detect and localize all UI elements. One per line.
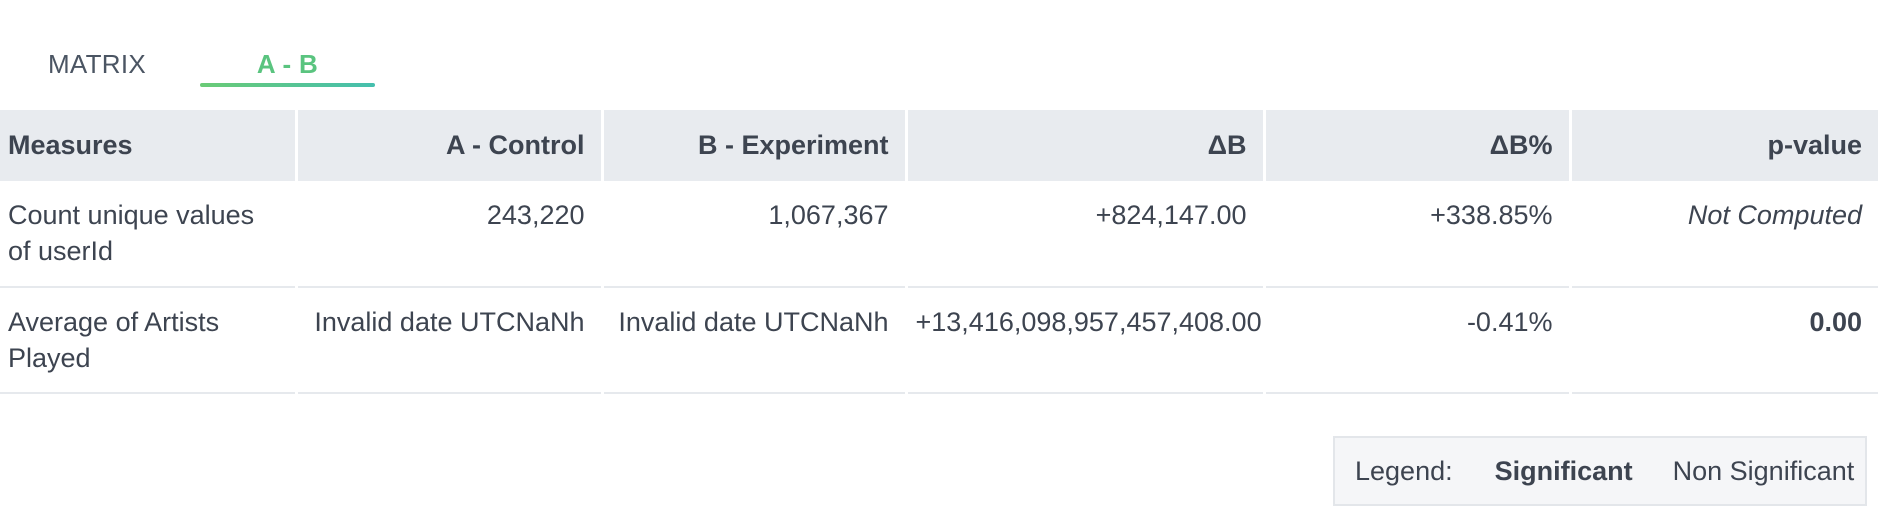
cell-p-value: Not Computed xyxy=(1570,181,1878,288)
cell-a-control: Invalid date UTCNaNh xyxy=(296,287,604,394)
results-table-container: Measures A - Control B - Experiment ΔB Δ… xyxy=(0,110,1878,394)
active-tab-underline xyxy=(200,83,375,87)
header-measures[interactable]: Measures xyxy=(0,110,298,181)
cell-delta-b: +824,147.00 xyxy=(906,181,1266,288)
cell-delta-b-pct: -0.41% xyxy=(1264,287,1572,394)
header-a-control[interactable]: A - Control xyxy=(296,110,604,181)
cell-p-value: 0.00 xyxy=(1570,287,1878,394)
tab-bar: MATRIX A - B xyxy=(0,0,420,88)
legend-non-significant: Non Significant xyxy=(1672,455,1855,486)
legend-box: Legend: Significant Non Significant xyxy=(1333,436,1867,506)
tab-a-b[interactable]: A - B xyxy=(256,48,319,79)
cell-b-experiment: 1,067,367 xyxy=(602,181,908,288)
header-p-value[interactable]: p-value xyxy=(1570,110,1878,181)
header-delta-b[interactable]: ΔB xyxy=(906,110,1266,181)
legend-label: Legend: xyxy=(1355,455,1453,486)
table-header-row: Measures A - Control B - Experiment ΔB Δ… xyxy=(0,110,1878,181)
cell-a-control: 243,220 xyxy=(296,181,604,288)
cell-measure: Average of Artists Played xyxy=(0,287,298,394)
legend-significant: Significant xyxy=(1494,455,1633,486)
cell-delta-b: +13,416,098,957,457,408.00 xyxy=(906,287,1266,394)
header-b-experiment[interactable]: B - Experiment xyxy=(602,110,908,181)
cell-b-experiment: Invalid date UTCNaNh xyxy=(602,287,908,394)
cell-measure: Count unique values of userId xyxy=(0,181,298,288)
cell-delta-b-pct: +338.85% xyxy=(1264,181,1572,288)
table-row: Average of Artists Played Invalid date U… xyxy=(0,287,1878,394)
results-table: Measures A - Control B - Experiment ΔB Δ… xyxy=(0,110,1878,394)
tab-matrix[interactable]: MATRIX xyxy=(47,48,147,79)
header-delta-b-pct[interactable]: ΔB% xyxy=(1264,110,1572,181)
table-row: Count unique values of userId 243,220 1,… xyxy=(0,181,1878,288)
